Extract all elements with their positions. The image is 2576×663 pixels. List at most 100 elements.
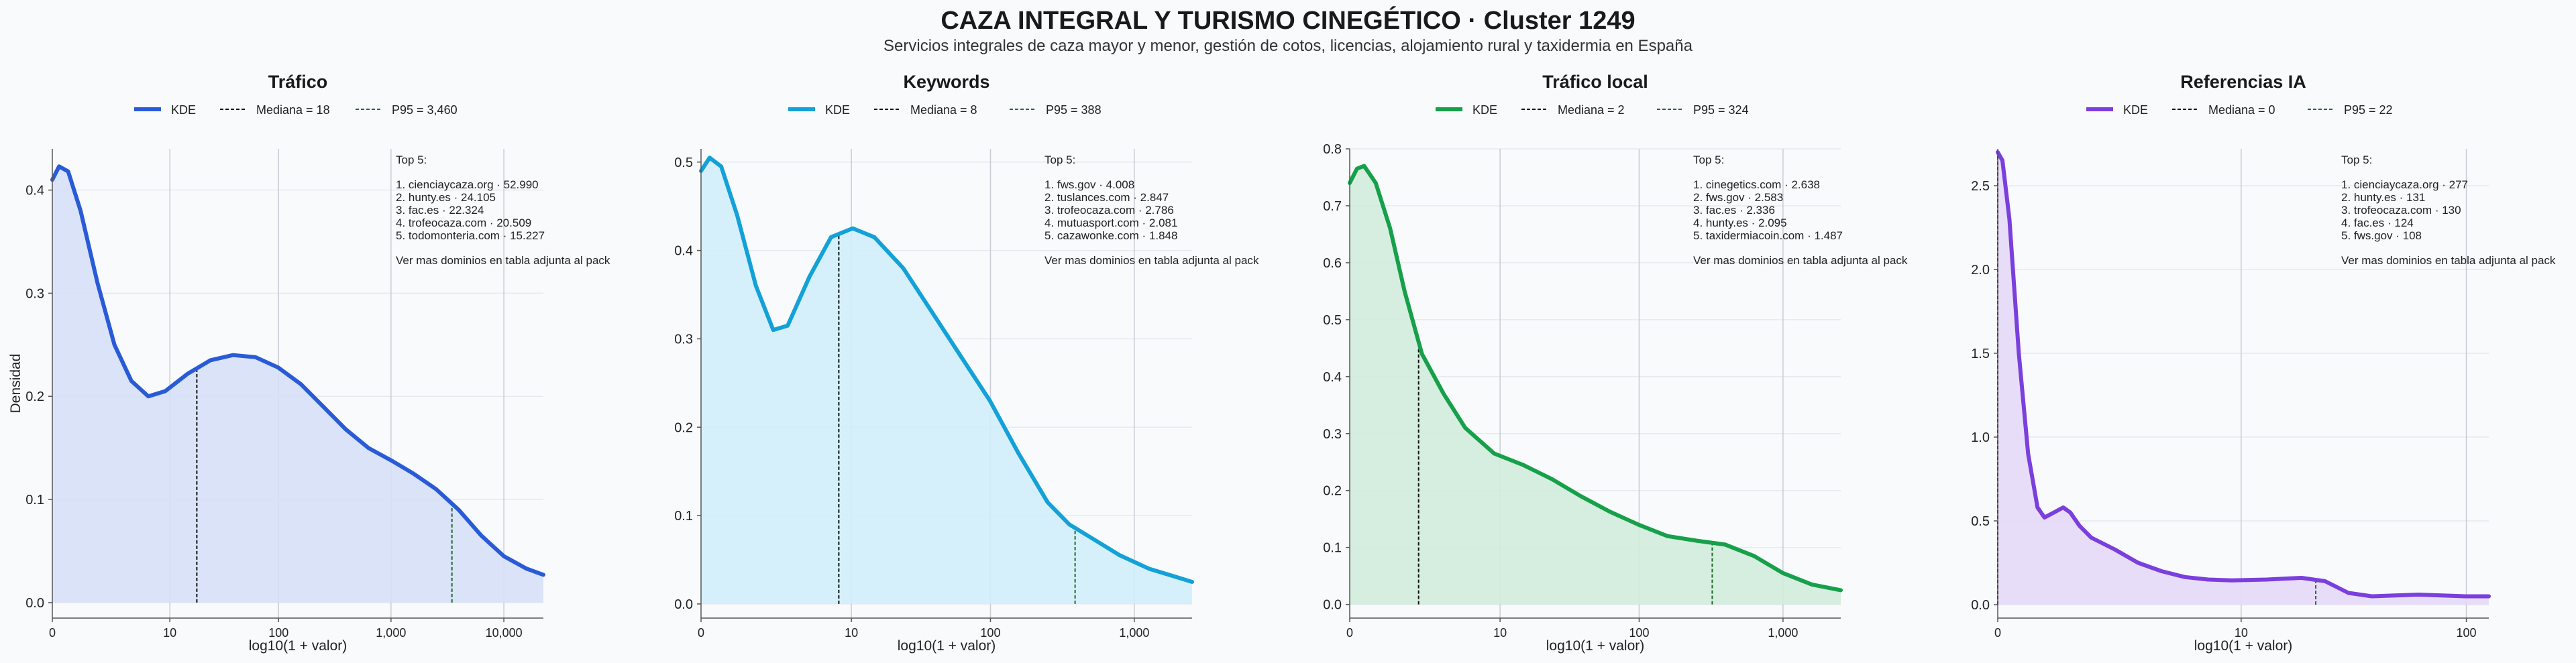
top5-item: 1. cienciaycaza.org · 52.990 [396, 178, 539, 191]
chart-panel-2: Keywords KDE Mediana = 8 P95 = 388 0.0 0.1 0.2… [674, 72, 1259, 654]
kde-area [52, 166, 543, 603]
legend-kde-label: KDE [171, 103, 196, 117]
top5-item: 3. trofeocaza.com · 2.786 [1044, 204, 1174, 217]
top5-more-note: Ver mas dominios en tabla adjunta al pac… [2341, 254, 2556, 267]
legend-median-label: Mediana = 0 [2208, 103, 2275, 117]
chart-panel-3: Tráfico local KDE Mediana = 2 P95 = 324 0.0 0… [1323, 72, 1908, 654]
x-tick-label: 10 [845, 626, 858, 640]
y-tick-label: 0.0 [1323, 598, 1342, 613]
y-tick-label: 0.1 [674, 509, 693, 524]
y-tick-label: 0.0 [25, 596, 44, 611]
y-tick-label: 0.0 [1971, 598, 1990, 613]
legend-kde-label: KDE [825, 103, 850, 117]
y-tick-label: 0.1 [25, 493, 44, 507]
legend: KDE Mediana = 8 P95 = 388 [788, 103, 1102, 117]
top5-title: Top 5: [1044, 154, 1075, 166]
y-tick-label: 0.5 [674, 156, 693, 170]
x-tick-label: 100 [1629, 626, 1649, 640]
top5-more-note: Ver mas dominios en tabla adjunta al pac… [396, 254, 610, 267]
x-tick-label: 0 [49, 626, 56, 640]
chart-panel-4: Referencias IA KDE Mediana = 0 P95 = 22 0.0 0… [1971, 72, 2556, 654]
top5-item: 4. fac.es · 124 [2341, 217, 2414, 229]
kde-line [50, 164, 545, 577]
y-tick-label: 0.2 [25, 389, 44, 404]
y-tick-label: 0.5 [1323, 313, 1342, 328]
top5-item: 2. hunty.es · 131 [2341, 191, 2425, 204]
x-axis-label: log10(1 + valor) [249, 638, 347, 654]
y-tick-label: 0.4 [25, 184, 44, 198]
top5-more-note: Ver mas dominios en tabla adjunta al pac… [1044, 254, 1259, 267]
legend-kde-label: KDE [2123, 103, 2148, 117]
x-tick-label: 10 [163, 626, 176, 640]
legend: KDE Mediana = 18 P95 = 3,460 [134, 103, 458, 117]
x-tick-label: 0 [1994, 626, 2001, 640]
y-tick-label: 2.0 [1971, 263, 1990, 278]
top5-item: 5. cazawonke.com · 1.848 [1044, 229, 1177, 242]
x-tick-label: 1,000 [1768, 626, 1798, 640]
top5-item: 1. fws.gov · 4.008 [1044, 178, 1134, 191]
y-tick-label: 0.2 [674, 420, 693, 435]
x-tick-label: 1,000 [376, 626, 406, 640]
top5-title: Top 5: [1693, 154, 1724, 166]
y-tick-label: 0.8 [1323, 142, 1342, 157]
legend-p95-label: P95 = 324 [1693, 103, 1749, 117]
chart-title: Tráfico local [1542, 72, 1648, 92]
x-axis-label: log10(1 + valor) [898, 638, 996, 654]
x-tick-label: 100 [980, 626, 1000, 640]
figure-subtitle: Servicios integrales de caza mayor y men… [883, 37, 1693, 55]
y-tick-label: 0.4 [1323, 370, 1342, 385]
kde-area [1350, 166, 1841, 605]
kde-area [701, 158, 1192, 604]
kde-line [1996, 150, 2491, 599]
legend-kde-label: KDE [1472, 103, 1497, 117]
x-tick-label: 10,000 [486, 626, 523, 640]
kde-line [1348, 164, 1843, 593]
x-tick-label: 10 [1493, 626, 1507, 640]
x-tick-label: 1,000 [1119, 626, 1149, 640]
top5-item: 3. trofeocaza.com · 130 [2341, 204, 2461, 217]
top5-item: 3. fac.es · 22.324 [396, 204, 484, 217]
y-tick-label: 0.6 [1323, 256, 1342, 271]
legend-p95-label: P95 = 3,460 [392, 103, 458, 117]
top5-item: 4. mutuasport.com · 2.081 [1044, 217, 1177, 229]
legend: KDE Mediana = 0 P95 = 22 [2086, 103, 2393, 117]
top5-title: Top 5: [2341, 154, 2372, 166]
chart-title: Referencias IA [2180, 72, 2306, 92]
chart-title: Tráfico [268, 72, 328, 92]
top5-item: 5. taxidermiacoin.com · 1.487 [1693, 229, 1843, 242]
x-axis-label: log10(1 + valor) [1546, 638, 1645, 654]
chart-title: Keywords [903, 72, 989, 92]
top5-item: 2. tuslances.com · 2.847 [1044, 191, 1169, 204]
y-tick-label: 0.0 [674, 597, 693, 612]
kde-line [699, 156, 1194, 584]
y-tick-label: 1.5 [1971, 347, 1990, 361]
figure-title: CAZA INTEGRAL Y TURISMO CINEGÉTICO · Clu… [941, 5, 1635, 35]
top5-item: 2. fws.gov · 2.583 [1693, 191, 1783, 204]
top5-title: Top 5: [396, 154, 427, 166]
top5-item: 2. hunty.es · 24.105 [396, 191, 496, 204]
x-tick-label: 100 [2457, 626, 2477, 640]
y-tick-label: 0.4 [674, 244, 693, 259]
y-tick-label: 0.3 [674, 332, 693, 347]
top5-item: 5. todomonteria.com · 15.227 [396, 229, 545, 242]
legend-median-label: Mediana = 8 [910, 103, 977, 117]
y-tick-label: 0.7 [1323, 199, 1342, 214]
legend-median-label: Mediana = 2 [1558, 103, 1625, 117]
top5-item: 5. fws.gov · 108 [2341, 229, 2422, 242]
top5-item: 1. cinegetics.com · 2.638 [1693, 178, 1820, 191]
y-tick-label: 1.0 [1971, 430, 1990, 445]
x-tick-label: 10 [2235, 626, 2248, 640]
legend: KDE Mediana = 2 P95 = 324 [1436, 103, 1749, 117]
y-tick-label: 0.3 [25, 286, 44, 301]
x-tick-label: 100 [268, 626, 288, 640]
top5-item: 1. cienciaycaza.org · 277 [2341, 178, 2468, 191]
legend-median-label: Mediana = 18 [256, 103, 330, 117]
top5-item: 4. trofeocaza.com · 20.509 [396, 217, 531, 229]
legend-p95-label: P95 = 388 [1046, 103, 1102, 117]
x-axis-label: log10(1 + valor) [2194, 638, 2293, 654]
